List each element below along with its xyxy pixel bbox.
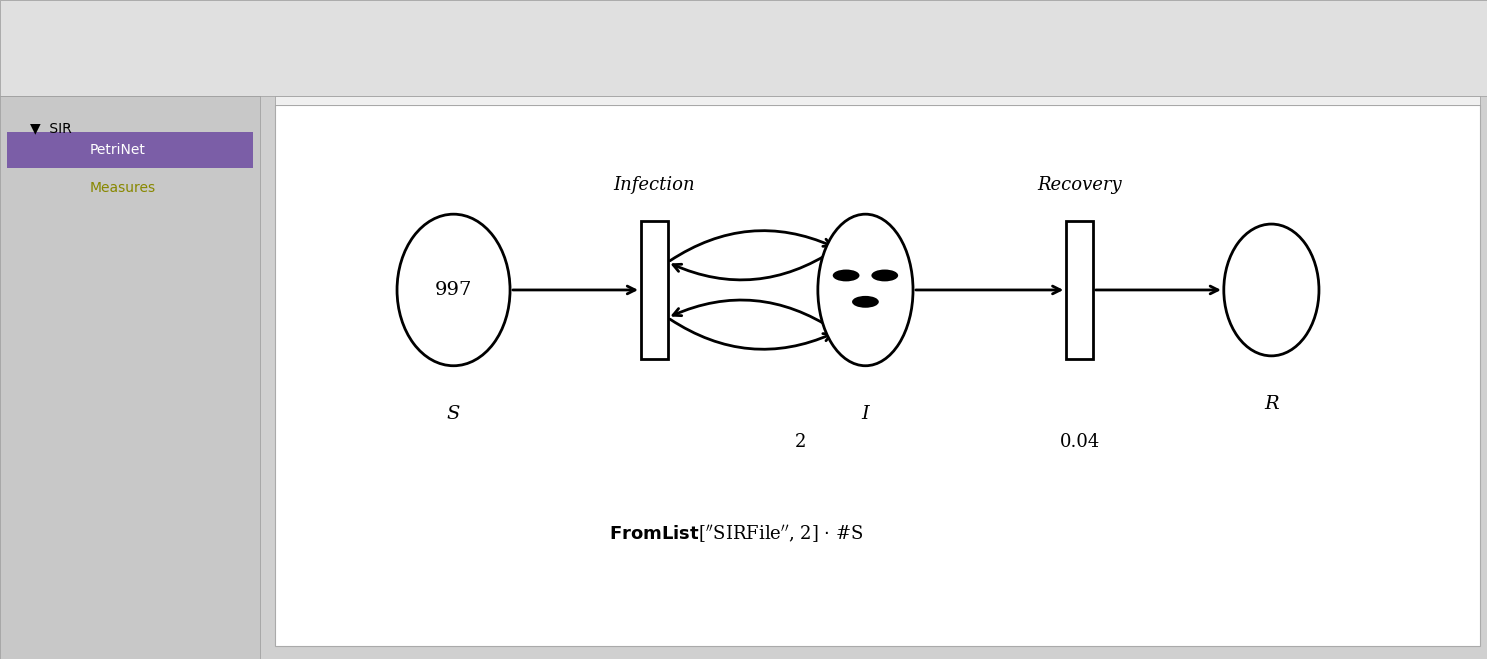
Bar [0, 0, 1487, 96]
Bar [0, 96, 260, 659]
Circle shape [852, 296, 879, 308]
Text: $\mathbf{FromList}$[$^{\prime\prime}$SIRFile$^{\prime\prime}$, 2] $\cdot$ #S: $\mathbf{FromList}$[$^{\prime\prime}$SIR… [608, 523, 864, 545]
Circle shape [871, 270, 898, 281]
Text: I: I [861, 405, 870, 423]
Ellipse shape [1224, 224, 1319, 356]
Text: R: R [1264, 395, 1279, 413]
Circle shape [833, 270, 859, 281]
Bar [641, 221, 668, 359]
Bar [7, 132, 253, 168]
Text: 0.04: 0.04 [1059, 432, 1100, 451]
Text: Infection: Infection [614, 177, 694, 194]
Ellipse shape [818, 214, 913, 366]
Bar [275, 105, 1480, 646]
Text: 997: 997 [434, 281, 473, 299]
Text: ▼  SIR: ▼ SIR [30, 121, 71, 136]
Text: PetriNet: PetriNet [89, 142, 146, 157]
Bar [1066, 221, 1093, 359]
Text: 2: 2 [794, 432, 806, 451]
Ellipse shape [397, 214, 510, 366]
Text: S: S [448, 405, 459, 423]
Bar [275, 96, 1480, 105]
Text: Recovery: Recovery [1038, 177, 1121, 194]
Text: Measures: Measures [89, 181, 155, 195]
